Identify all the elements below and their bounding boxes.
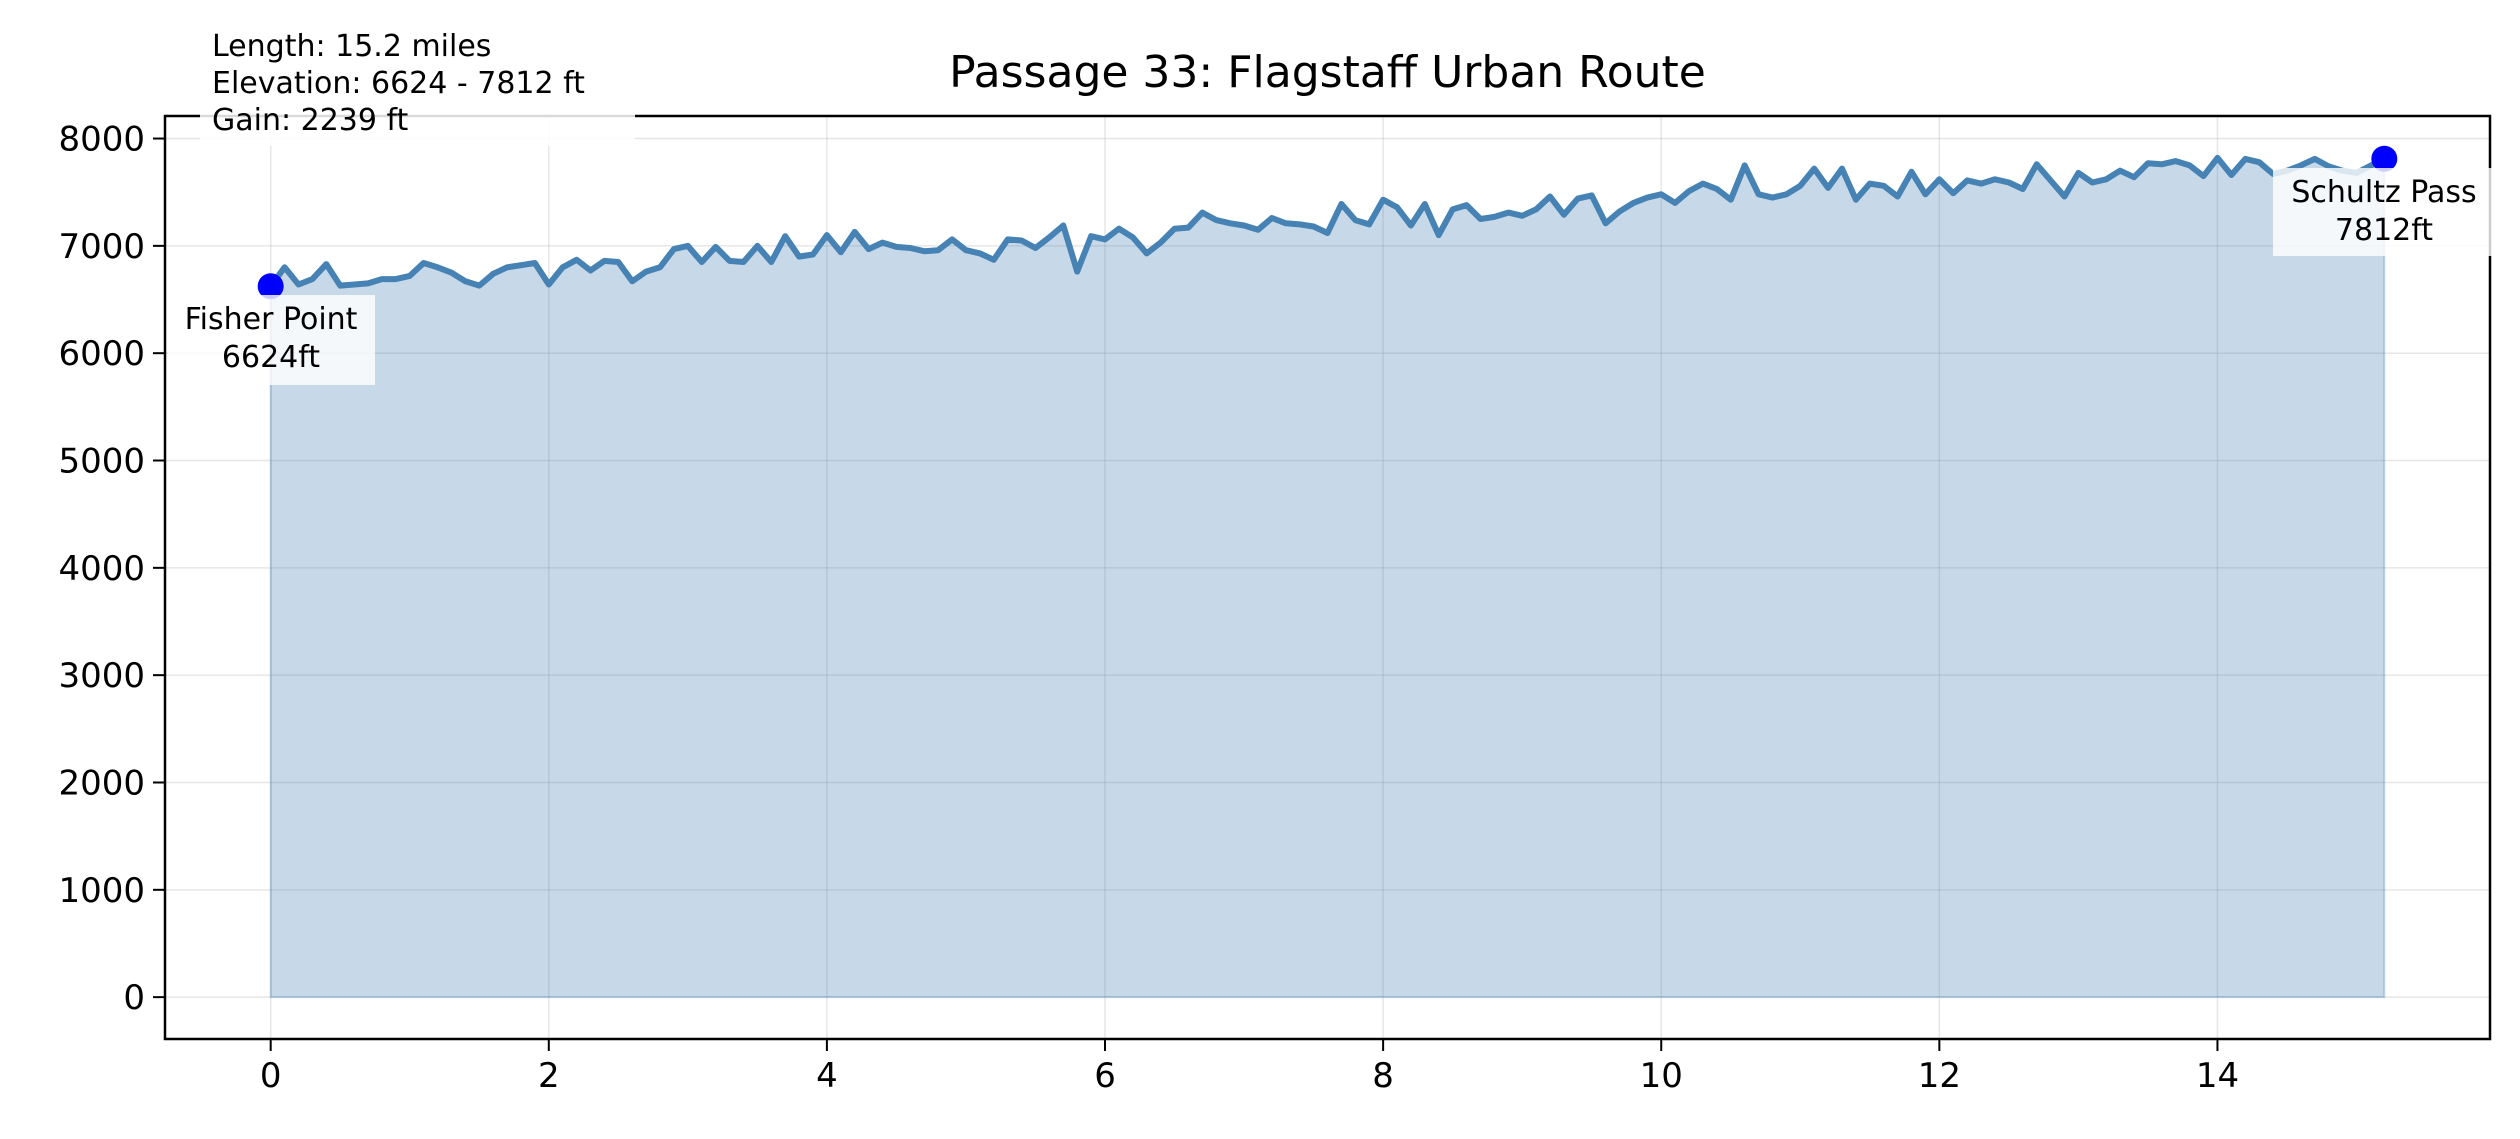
- annotation-schultz-pass: Schultz Pass 7812ft: [2273, 168, 2497, 256]
- annotation-fisher-point: Fisher Point 6624ft: [168, 295, 375, 385]
- y-tick-label-7: 7000: [58, 227, 145, 267]
- stats-gain: Gain: 2239 ft: [212, 103, 409, 138]
- x-tick-label-3: 6: [1094, 1056, 1116, 1096]
- elevation-area-layer: [269, 156, 2386, 999]
- x-tick-label-1: 2: [538, 1056, 560, 1096]
- annotation-schultz-pass-elevation: 7812ft: [2335, 213, 2433, 248]
- endpoint-markers: [257, 145, 2398, 300]
- x-tick-label-6: 12: [1918, 1056, 1961, 1096]
- chart-title: Passage 33: Flagstaff Urban Route: [949, 47, 1706, 98]
- x-tick-label-5: 10: [1640, 1056, 1683, 1096]
- x-axis-ticks: 0 2 4 6 8 10 12 14: [260, 1039, 2239, 1096]
- annotation-fisher-point-name: Fisher Point: [185, 302, 358, 337]
- x-tick-label-7: 14: [2196, 1056, 2239, 1096]
- stats-elevation: Elevation: 6624 - 7812 ft: [212, 66, 585, 101]
- y-tick-label-4: 4000: [58, 549, 145, 589]
- elevation-area-fill: [269, 156, 2386, 999]
- y-tick-label-3: 3000: [58, 656, 145, 696]
- y-tick-label-2: 2000: [58, 763, 145, 803]
- axes-frame: [163, 114, 2492, 1041]
- y-tick-label-8: 8000: [58, 120, 145, 160]
- y-tick-label-5: 5000: [58, 442, 145, 482]
- elevation-line-layer: [267, 154, 2388, 290]
- y-axis-ticks: 0 1000 2000 3000 4000 5000 6000 7000 8000: [58, 120, 165, 1018]
- grid-lines: [165, 116, 2490, 1039]
- y-tick-label-1: 1000: [58, 871, 145, 911]
- x-tick-label-0: 0: [260, 1056, 282, 1096]
- annotation-fisher-point-background: [168, 295, 375, 385]
- annotation-schultz-pass-background: [2273, 168, 2497, 256]
- annotation-schultz-pass-name: Schultz Pass: [2291, 175, 2476, 210]
- y-tick-label-0: 0: [123, 978, 145, 1018]
- marker-schultz-pass: [2371, 145, 2398, 172]
- route-stats-box: Length: 15.2 miles Elevation: 6624 - 781…: [200, 18, 635, 146]
- y-tick-label-6: 6000: [58, 334, 145, 374]
- elevation-line: [267, 154, 2388, 290]
- marker-fisher-point: [257, 273, 284, 300]
- x-tick-label-2: 4: [816, 1056, 838, 1096]
- stats-length: Length: 15.2 miles: [212, 29, 491, 64]
- annotation-fisher-point-elevation: 6624ft: [222, 340, 320, 375]
- stats-box-background: [200, 18, 635, 146]
- x-tick-label-4: 8: [1372, 1056, 1394, 1096]
